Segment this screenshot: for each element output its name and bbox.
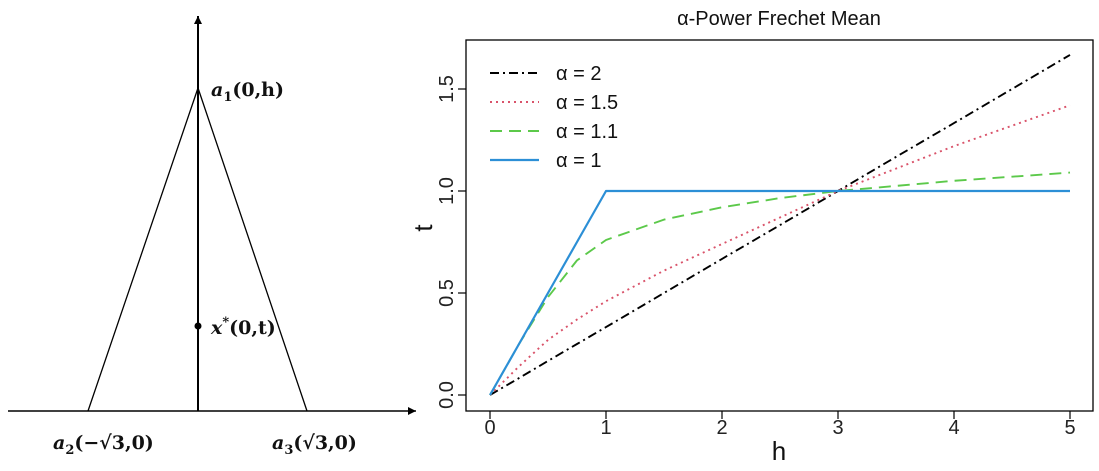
point-xstar-marker (194, 322, 202, 330)
y-axis-title: t (408, 224, 438, 232)
y-tick-label: 1.0 (436, 177, 458, 205)
x-tick-label: 3 (832, 417, 843, 439)
y-tick-label: 0.0 (436, 381, 458, 409)
label-a3: a3(√3,0) (272, 432, 357, 458)
series-line (489, 171, 1071, 396)
y-tick-label: 1.5 (436, 75, 458, 103)
plot-frame (465, 39, 1094, 412)
x-tick-label: 1 (600, 417, 611, 439)
y-axis: 0.0 0.5 1.0 1.5 (436, 75, 466, 409)
line-chart: α-Power Frechet Mean 0.0 0.5 1.0 1.5 0 1 2 3 4 5… (408, 8, 1094, 466)
legend-label: α = 1.1 (556, 121, 618, 143)
x-tick-label: 5 (1064, 417, 1075, 439)
triangle-right-edge (197, 87, 308, 412)
x-axis-title: h (772, 436, 786, 466)
legend-label: α = 1.5 (556, 92, 618, 114)
label-a2: a2(−√3,0) (53, 432, 154, 458)
legend-label: α = 1 (556, 150, 601, 172)
series-line (489, 104, 1071, 396)
legend-label: α = 2 (556, 63, 601, 85)
triangle-left-edge (87, 87, 199, 412)
y-tick-label: 0.5 (436, 279, 458, 307)
x-tick-label: 2 (716, 417, 727, 439)
label-xstar: x*(0,t) (210, 315, 276, 339)
label-a1: a1(0,h) (211, 79, 284, 105)
x-tick-label: 4 (948, 417, 959, 439)
series-line (489, 54, 1071, 396)
x-tick-label: 0 (484, 417, 495, 439)
series-layer (489, 54, 1071, 396)
triangle-diagram: a1(0,h) x*(0,t) a2(−√3,0) a3(√3,0) (8, 16, 416, 458)
x-axis: 0 1 2 3 4 5 (484, 411, 1076, 439)
legend: α = 2 α = 1.5 α = 1.1 α = 1 (490, 63, 618, 172)
chart-title: α-Power Frechet Mean (677, 8, 881, 30)
series-line (489, 189, 1070, 396)
